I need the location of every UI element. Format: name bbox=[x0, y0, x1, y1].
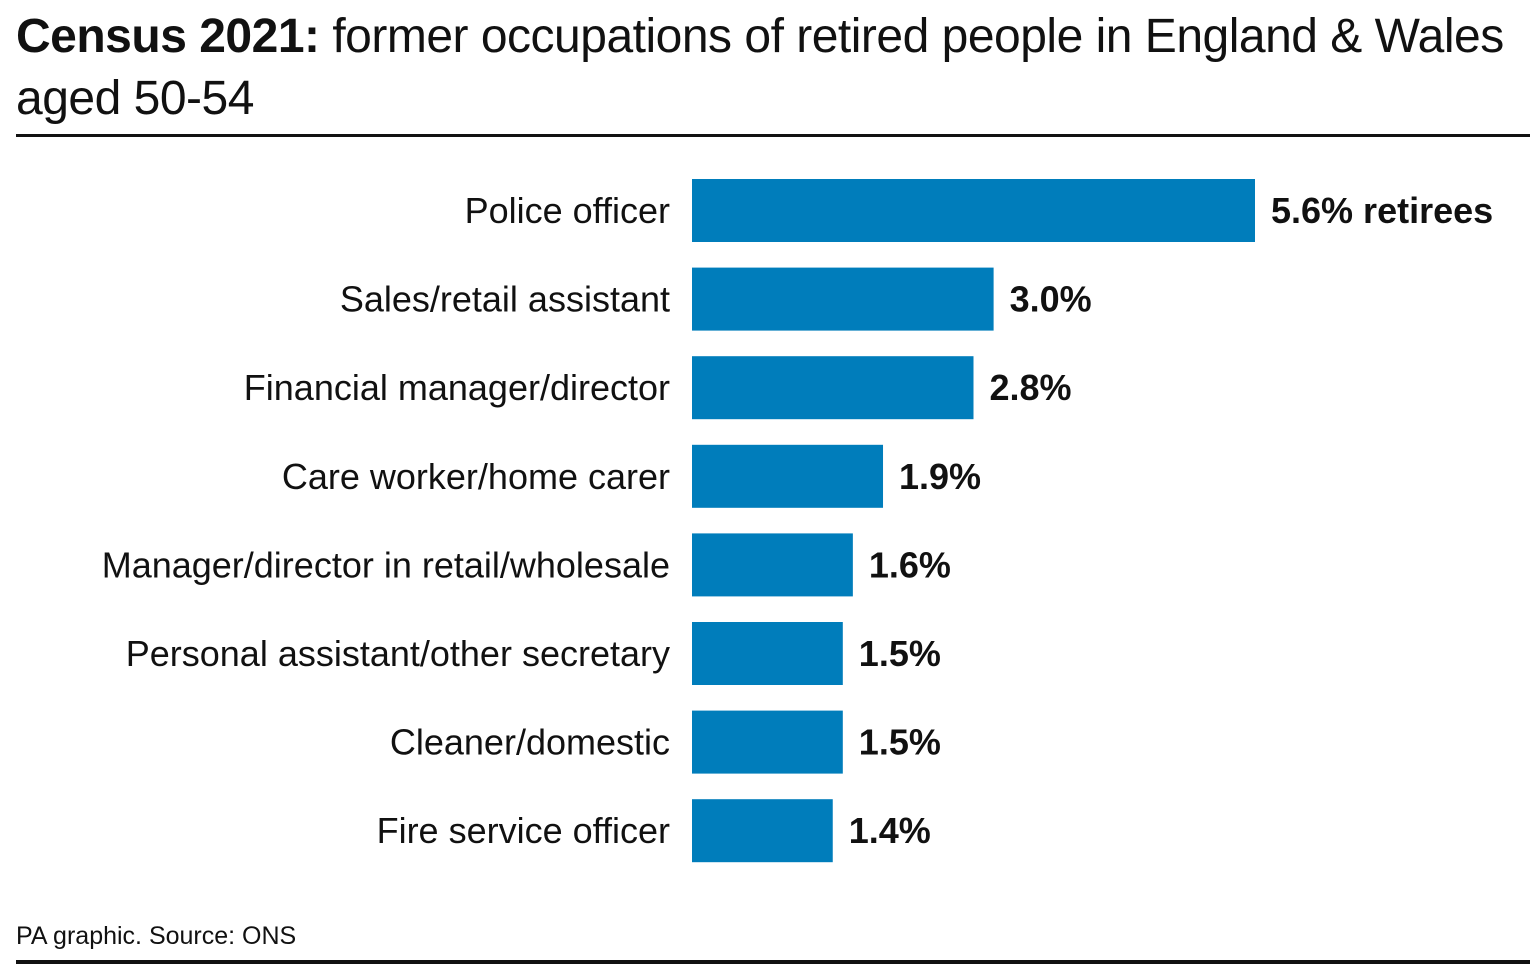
category-label: Manager/director in retail/wholesale bbox=[102, 544, 670, 585]
bar bbox=[692, 444, 884, 508]
bar bbox=[692, 267, 994, 331]
category-label: Cleaner/domestic bbox=[390, 722, 670, 763]
title-divider bbox=[16, 134, 1530, 137]
value-label: 5.6% retirees bbox=[1271, 190, 1493, 231]
bottom-divider bbox=[16, 960, 1530, 964]
category-label: Financial manager/director bbox=[244, 367, 670, 408]
category-label: Police officer bbox=[465, 190, 670, 231]
bar bbox=[692, 622, 843, 685]
category-label: Sales/retail assistant bbox=[340, 279, 670, 320]
value-label: 1.5% bbox=[859, 633, 941, 674]
bar bbox=[692, 179, 1255, 242]
value-label: 1.4% bbox=[849, 810, 931, 851]
value-label: 2.8% bbox=[990, 367, 1072, 408]
category-label: Personal assistant/other secretary bbox=[126, 633, 670, 674]
bar bbox=[692, 356, 974, 420]
value-label: 3.0% bbox=[1010, 279, 1092, 320]
chart-title-rest: former occupations of retired people in … bbox=[16, 10, 1504, 125]
value-label: 1.6% bbox=[869, 544, 951, 585]
bar bbox=[692, 710, 843, 774]
chart-title-bold: Census 2021: bbox=[16, 10, 320, 63]
category-label: Fire service officer bbox=[377, 810, 670, 851]
bar bbox=[692, 533, 853, 597]
chart-title: Census 2021: former occupations of retir… bbox=[16, 6, 1506, 130]
value-label: 1.9% bbox=[899, 456, 981, 497]
bar bbox=[692, 799, 833, 863]
bar-chart: Police officer 5.6% retirees Sales/retail … bbox=[102, 179, 1493, 863]
value-label: 1.5% bbox=[859, 722, 941, 763]
source-note: PA graphic. Source: ONS bbox=[16, 922, 297, 950]
category-label: Care worker/home carer bbox=[282, 456, 670, 497]
